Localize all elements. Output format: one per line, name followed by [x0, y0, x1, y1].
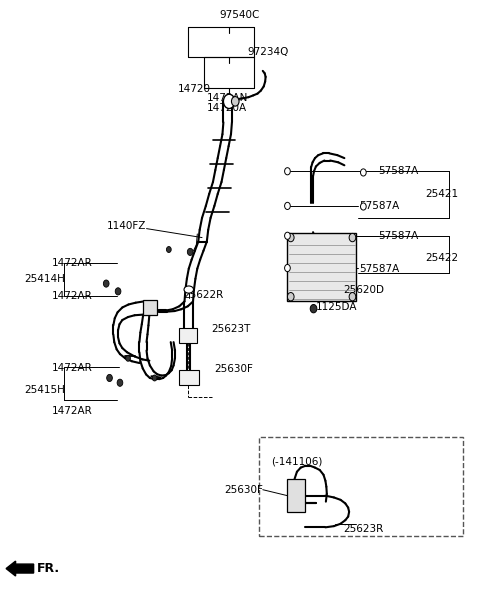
Text: 1472AR: 1472AR	[52, 291, 93, 300]
Text: 14720: 14720	[178, 84, 210, 93]
Bar	[143, 300, 157, 315]
Text: 1472AR: 1472AR	[52, 364, 93, 373]
Circle shape	[107, 374, 112, 382]
Text: 25622R: 25622R	[183, 289, 223, 300]
Text: 1472AR: 1472AR	[52, 257, 93, 268]
Bar	[288, 479, 305, 512]
Text: 14720A: 14720A	[207, 103, 247, 113]
Text: 25623T: 25623T	[212, 324, 251, 334]
Text: 1472AN: 1472AN	[207, 93, 248, 103]
Text: FR.: FR.	[37, 562, 60, 575]
Text: 25422: 25422	[425, 253, 458, 264]
FancyArrow shape	[6, 561, 34, 576]
Text: 25623R: 25623R	[343, 525, 384, 534]
Circle shape	[103, 280, 109, 287]
Text: 57587A: 57587A	[360, 201, 400, 211]
Circle shape	[223, 94, 235, 109]
Bar	[259, 437, 463, 535]
Circle shape	[167, 247, 171, 253]
Text: 57587A: 57587A	[360, 264, 400, 274]
Text: 25620D: 25620D	[343, 285, 384, 294]
Bar	[179, 370, 199, 385]
Circle shape	[285, 203, 290, 209]
Circle shape	[285, 168, 290, 175]
Bar	[288, 233, 356, 302]
Circle shape	[349, 292, 356, 301]
Circle shape	[126, 355, 131, 361]
Text: 1140FZ: 1140FZ	[107, 221, 146, 231]
Circle shape	[285, 265, 290, 271]
Text: 1472AR: 1472AR	[52, 406, 93, 417]
Text: 57587A: 57587A	[379, 231, 419, 241]
Text: 25630F: 25630F	[224, 485, 263, 494]
Circle shape	[117, 379, 123, 387]
Text: 25415H: 25415H	[24, 385, 65, 395]
Ellipse shape	[184, 286, 193, 293]
Circle shape	[152, 375, 157, 381]
Circle shape	[115, 288, 121, 295]
Circle shape	[187, 248, 193, 256]
Text: 1125DA: 1125DA	[316, 303, 358, 312]
Circle shape	[349, 233, 356, 242]
Bar	[179, 329, 197, 343]
Text: (-141106): (-141106)	[271, 457, 322, 467]
Circle shape	[360, 169, 366, 176]
Circle shape	[231, 96, 239, 106]
Text: 25421: 25421	[425, 189, 458, 199]
Circle shape	[310, 305, 317, 313]
Circle shape	[288, 233, 294, 242]
Text: 25630F: 25630F	[215, 364, 253, 374]
Text: 97540C: 97540C	[220, 10, 260, 19]
Circle shape	[360, 203, 366, 210]
Text: 97234Q: 97234Q	[248, 46, 289, 57]
Text: 25414H: 25414H	[24, 274, 65, 285]
Circle shape	[288, 292, 294, 301]
Circle shape	[285, 232, 290, 239]
Text: 57587A: 57587A	[379, 166, 419, 176]
